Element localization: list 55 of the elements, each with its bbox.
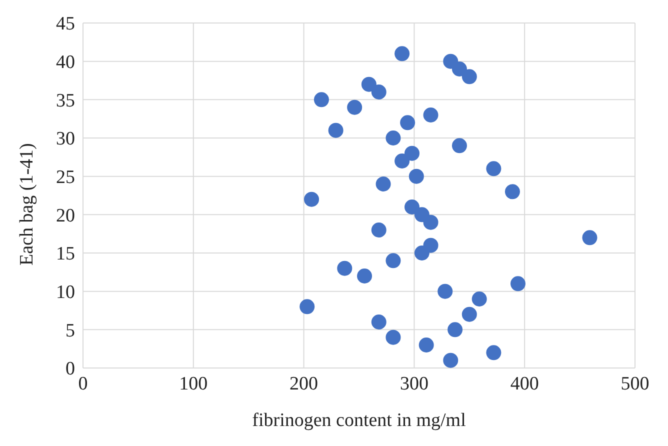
point — [404, 200, 420, 214]
point — [357, 268, 372, 284]
point — [408, 168, 424, 184]
y-axis-title: Each bag (1-41) — [16, 143, 38, 266]
x-tick-label: 400 — [510, 373, 539, 394]
point — [448, 322, 463, 338]
point — [423, 108, 438, 122]
point — [376, 176, 391, 192]
point — [386, 130, 401, 146]
point — [414, 207, 430, 222]
y-tick-label: 10 — [56, 282, 75, 304]
point — [462, 306, 477, 322]
point — [371, 222, 386, 238]
point — [337, 260, 352, 276]
x-axis-title: fibrinogen content in mg/ml — [252, 410, 466, 431]
point — [361, 76, 376, 92]
x-tick-label: 200 — [290, 373, 318, 394]
point — [386, 330, 401, 345]
point — [371, 314, 386, 330]
point — [371, 84, 386, 100]
y-tick-label: 15 — [56, 244, 75, 265]
point — [304, 192, 320, 207]
point — [400, 115, 416, 130]
x-tick-label: 300 — [400, 373, 428, 394]
point — [443, 352, 458, 368]
y-tick-label: 45 — [56, 14, 75, 35]
x-tick-label: 100 — [179, 373, 208, 394]
point — [394, 154, 410, 168]
y-tick-label: 5 — [66, 320, 75, 342]
y-tick-label: 20 — [56, 205, 75, 226]
point — [423, 238, 438, 253]
point — [486, 161, 502, 176]
point — [347, 100, 362, 115]
point — [510, 276, 526, 292]
point — [582, 230, 598, 246]
x-tick-label: 500 — [620, 373, 650, 394]
y-tick-label: 0 — [66, 358, 75, 380]
y-tick-label: 35 — [56, 90, 75, 112]
point — [300, 299, 315, 314]
point — [452, 138, 467, 154]
point — [314, 92, 329, 108]
point — [504, 184, 520, 200]
y-tick-label: 40 — [56, 52, 75, 74]
point — [328, 122, 344, 138]
point — [438, 284, 453, 299]
y-tick-label: 25 — [56, 167, 75, 188]
point — [443, 54, 458, 69]
y-tick-label: 30 — [56, 128, 75, 150]
point — [418, 338, 434, 352]
point — [472, 292, 487, 306]
point — [386, 253, 401, 268]
point — [394, 46, 410, 62]
point — [486, 345, 502, 360]
point — [404, 146, 420, 161]
point — [462, 69, 477, 84]
